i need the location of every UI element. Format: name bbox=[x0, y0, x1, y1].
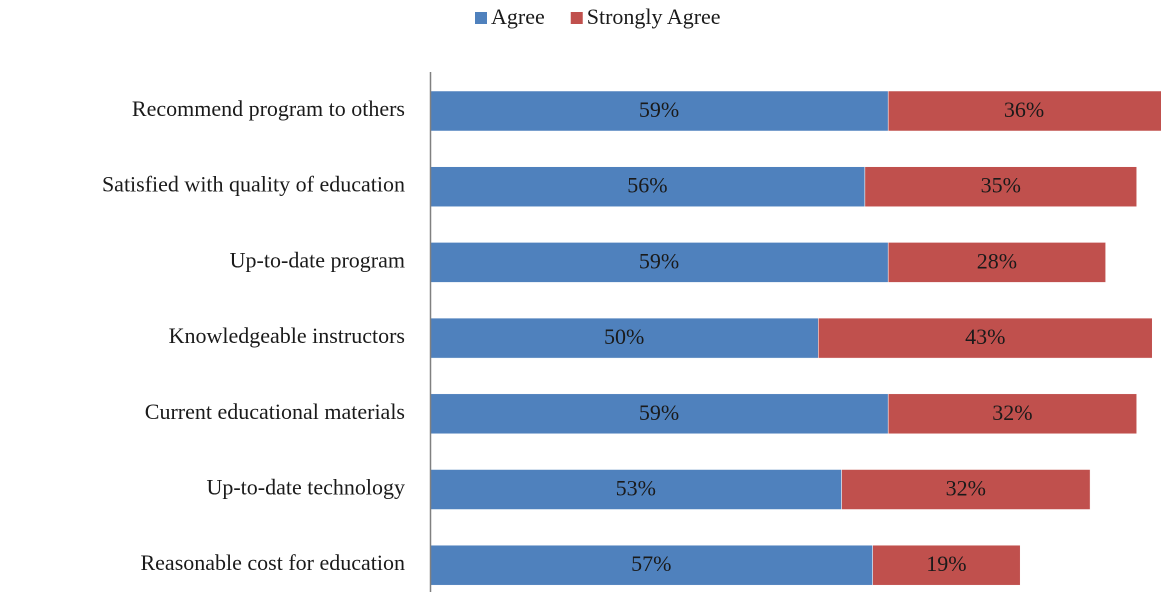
bar-segment bbox=[430, 242, 889, 283]
bar-segment bbox=[841, 469, 1091, 510]
data-label: 32% bbox=[946, 476, 986, 501]
data-label: 19% bbox=[926, 551, 966, 576]
y-tick-label: Up-to-date program bbox=[230, 247, 405, 272]
y-tick-label: Reasonable cost for education bbox=[140, 550, 405, 575]
data-label: 56% bbox=[627, 173, 667, 198]
data-label: 43% bbox=[965, 324, 1005, 349]
data-label: 35% bbox=[981, 173, 1021, 198]
data-label: 59% bbox=[639, 400, 679, 425]
bar-segment bbox=[430, 393, 889, 435]
y-tick-label: Knowledgeable instructors bbox=[169, 323, 405, 348]
data-label: 59% bbox=[639, 248, 679, 273]
bar-segment bbox=[887, 242, 1106, 283]
bar-segment bbox=[430, 544, 873, 586]
bar-segment bbox=[864, 166, 1137, 207]
legend-swatch bbox=[475, 12, 487, 24]
legend-swatch bbox=[570, 12, 583, 24]
data-label: 53% bbox=[616, 476, 656, 501]
bar-segment bbox=[430, 469, 842, 510]
plot-area: 59% 36% 56% 35% 59% 28% 50% 43% 59% 32% 53% 32% 57% 1… bbox=[430, 90, 1161, 586]
bar-segment bbox=[430, 90, 889, 132]
data-label: 59% bbox=[639, 97, 679, 122]
data-label: 32% bbox=[992, 400, 1032, 425]
data-label: 28% bbox=[977, 248, 1017, 273]
legend-label: Strongly Agree bbox=[587, 4, 721, 29]
bar-segment bbox=[818, 317, 1153, 359]
data-label: 50% bbox=[604, 324, 644, 349]
y-tick-label: Satisfied with quality of education bbox=[102, 172, 405, 197]
data-label: 36% bbox=[1004, 97, 1044, 122]
y-tick-label: Current educational materials bbox=[145, 399, 405, 424]
bar-segment bbox=[872, 544, 1021, 586]
data-label: 57% bbox=[631, 551, 671, 576]
bar-segment bbox=[430, 317, 819, 359]
y-tick-label: Recommend program to others bbox=[132, 96, 405, 121]
legend-label: Agree bbox=[491, 4, 545, 29]
y-tick-label: Up-to-date technology bbox=[206, 475, 405, 500]
bar-segment bbox=[887, 90, 1161, 132]
bar-segment bbox=[887, 393, 1137, 435]
legend: Agree Strongly Agree bbox=[475, 4, 721, 29]
